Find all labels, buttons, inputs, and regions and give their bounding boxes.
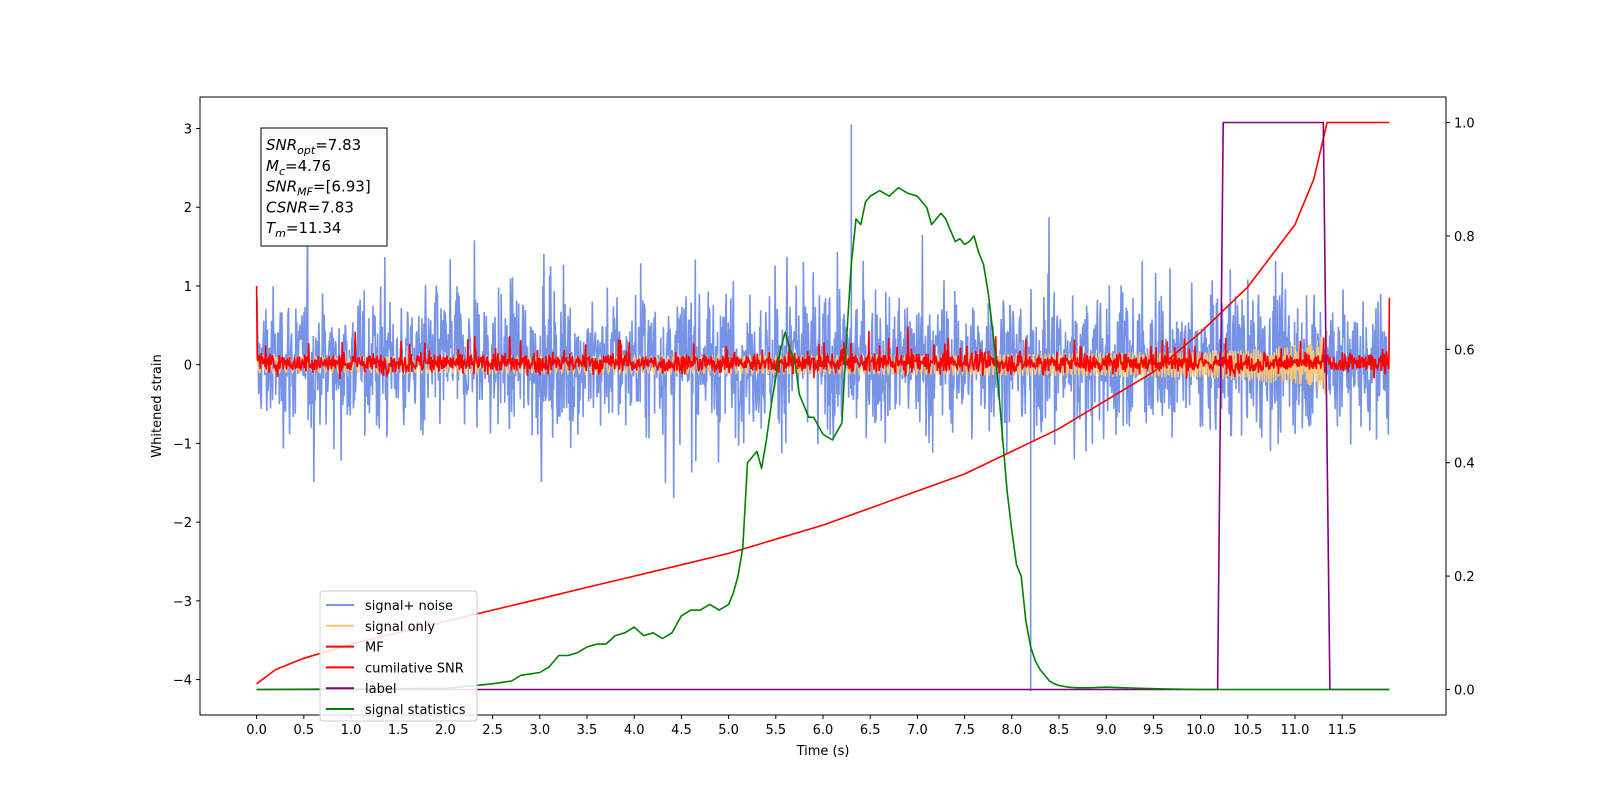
legend-entry: cumilative SNR (365, 661, 464, 676)
x-tick-label: 10.0 (1186, 723, 1215, 738)
plot-area (255, 121, 1391, 692)
legend-entry: MF (365, 641, 384, 656)
x-tick-label: 8.5 (1049, 723, 1070, 738)
x-tick-label: 5.5 (765, 723, 786, 738)
info-box (260, 127, 388, 247)
series-mf (255, 285, 1391, 380)
y2-tick-label: 0.4 (1454, 457, 1475, 472)
x-tick-label: 3.0 (529, 723, 550, 738)
info-line: Mc=4.76 (266, 157, 331, 178)
y-tick-label: 1 (184, 280, 192, 295)
y2-tick-label: 1.0 (1454, 117, 1475, 132)
x-tick-label: 5.0 (718, 723, 739, 738)
y-tick-label: 3 (184, 122, 192, 137)
x-tick-label: 11.0 (1280, 723, 1309, 738)
y-tick-label: −2 (173, 516, 192, 531)
y-tick-label: 0 (184, 359, 192, 374)
info-line: SNRopt=7.83 (266, 136, 361, 157)
x-tick-label: 0.5 (293, 723, 314, 738)
y2-tick-label: 0.6 (1454, 343, 1475, 358)
y-tick-label: −3 (173, 595, 192, 610)
info-line: CSNR=7.83 (266, 198, 354, 216)
series-signal-statistics (256, 186, 1390, 691)
info-line: SNRMF=[6.93] (266, 178, 371, 199)
y2-tick-label: 0.0 (1454, 683, 1475, 698)
legend-entry: label (365, 682, 396, 697)
x-tick-label: 6.5 (860, 723, 881, 738)
legend-entry: signal statistics (365, 703, 466, 718)
x-tick-label: 4.5 (671, 723, 692, 738)
y-tick-label: −1 (173, 437, 192, 452)
y2-tick-label: 0.2 (1454, 570, 1475, 585)
y-tick-label: −4 (173, 674, 192, 689)
series-signal-noise (255, 217, 1391, 499)
x-tick-label: 2.5 (482, 723, 503, 738)
y-tick-label: 2 (184, 201, 192, 216)
x-tick-label: 2.0 (435, 723, 456, 738)
x-tick-label: 4.0 (624, 723, 645, 738)
x-tick-label: 9.5 (1143, 723, 1164, 738)
x-tick-label: 1.5 (388, 723, 409, 738)
y-axis-label: Whitened strain (150, 354, 165, 457)
x-tick-label: 1.0 (341, 723, 362, 738)
axes: 0.0 0.5 1.0 1.5 2.0 2.5 3.0 3.5 4.0 4.5 5.0 5.5 6.0 6… (173, 117, 1475, 738)
legend: signal+ noise signal only MF cumilative SNR… (319, 590, 478, 722)
x-tick-label: 3.5 (577, 723, 598, 738)
x-tick-label: 8.0 (1001, 723, 1022, 738)
info-line: Tm=11.34 (266, 219, 341, 240)
x-tick-label: 7.0 (907, 723, 928, 738)
y2-tick-label: 0.8 (1454, 230, 1475, 245)
x-tick-label: 6.0 (813, 723, 834, 738)
x-tick-label: 11.5 (1328, 723, 1357, 738)
legend-entry: signal only (365, 620, 435, 635)
legend-entry: signal+ noise (365, 599, 453, 614)
x-axis-label: Time (s) (796, 744, 850, 759)
legend-box (319, 590, 478, 722)
x-tick-label: 10.5 (1233, 723, 1262, 738)
x-tick-label: 9.0 (1096, 723, 1117, 738)
x-tick-label: 0.0 (246, 723, 267, 738)
x-tick-label: 7.5 (954, 723, 975, 738)
